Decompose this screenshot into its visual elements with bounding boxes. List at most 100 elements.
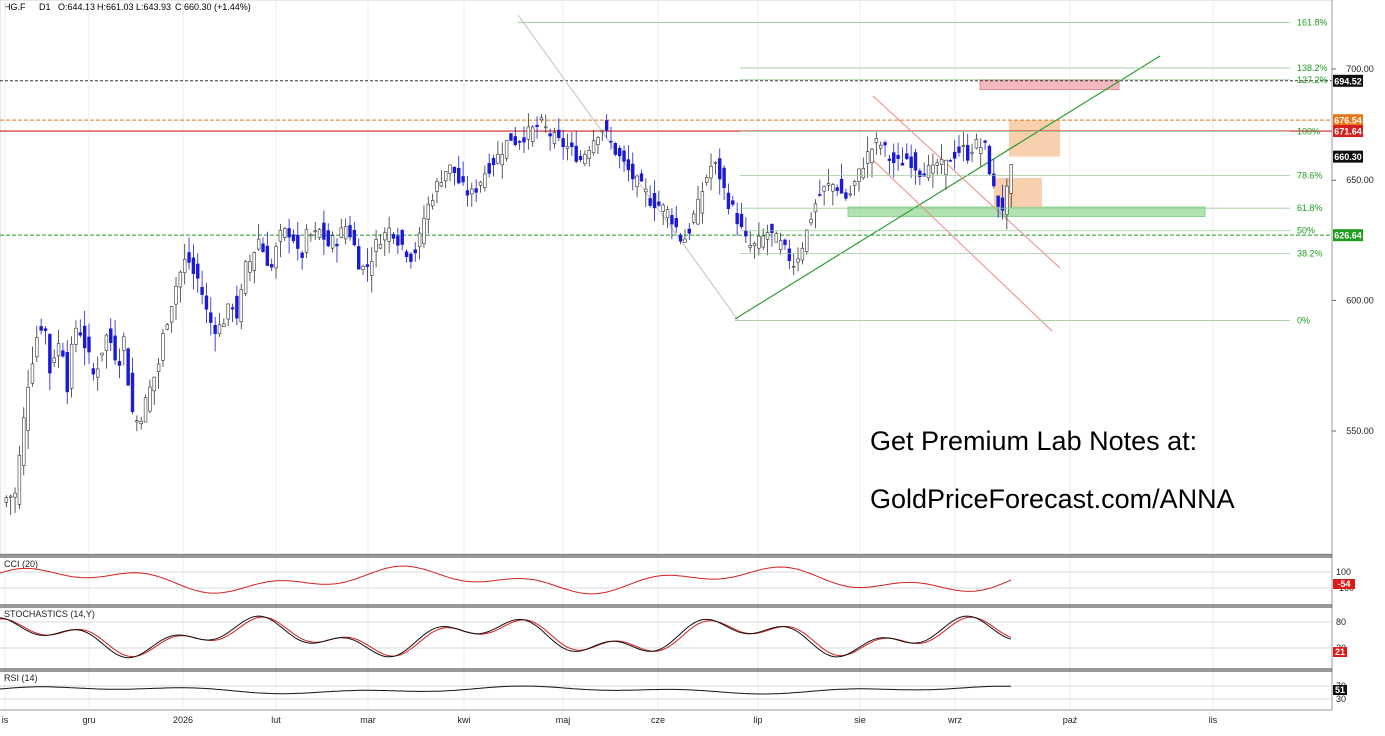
candle-body (839, 178, 844, 194)
candle-body (100, 352, 104, 356)
candle-body (352, 229, 357, 246)
candle-body (56, 343, 61, 357)
candle-body (574, 145, 578, 162)
rsi-tick-label: 30 (1336, 694, 1346, 704)
candle-body (230, 307, 235, 310)
candle-body (109, 328, 113, 343)
rsi-badge (1333, 685, 1347, 695)
fib-level-label: 78.6% (1297, 171, 1323, 181)
x-tick-label: cze (651, 715, 665, 725)
fib-level-label: 50% (1297, 226, 1315, 236)
candle-body (417, 232, 422, 248)
price-badge-label: 694.52 (1334, 76, 1362, 86)
stoch-title: STOCHASTICS (14,Y) (4, 609, 95, 619)
candle-body (622, 150, 626, 162)
x-tick-label: gru (82, 715, 95, 725)
candle-body (944, 159, 948, 175)
candle-body (570, 142, 574, 148)
price-badge (1333, 114, 1363, 127)
candle-body (617, 147, 622, 157)
candle-body (409, 253, 413, 262)
candle-body (735, 212, 739, 225)
uptrend-line (734, 55, 1161, 320)
candle-body (561, 138, 565, 148)
candle-body (892, 152, 896, 164)
candle-body (465, 190, 470, 196)
candle-body (274, 246, 278, 269)
rsi-badge-label: 51 (1335, 685, 1345, 695)
candle-body (361, 265, 365, 270)
candle-body (252, 252, 256, 271)
candle-body (474, 188, 478, 193)
price-badge-label: 676.54 (1334, 116, 1362, 126)
candle-body (818, 194, 822, 196)
fib-level-label: 100% (1297, 126, 1320, 136)
candle-body (878, 144, 883, 149)
candle-body (631, 163, 635, 180)
candle-body (261, 243, 265, 253)
candle-body (435, 181, 439, 192)
change-value: (+1.44%) (214, 2, 251, 12)
x-tick-label: paź (1063, 715, 1078, 725)
candle-body (478, 181, 483, 186)
price-badge-label: 660.30 (1334, 152, 1362, 162)
candle-body (196, 263, 200, 279)
candle-body (487, 163, 491, 174)
stoch-badge (1333, 647, 1347, 657)
candle-body (844, 192, 848, 199)
candle-body (587, 150, 591, 159)
candle-body (522, 137, 526, 143)
ohlc-header: HG.F D1 O:644.13 H:661.03 L:643.93 C:660… (4, 2, 251, 12)
candle-body (378, 244, 383, 249)
candle-body (452, 166, 457, 174)
candle-body (9, 495, 13, 498)
candle-body (222, 323, 226, 327)
candle-body (117, 361, 122, 366)
candle-body (143, 397, 148, 423)
candle-body (248, 261, 252, 273)
candle-body (822, 186, 826, 192)
candle-body (365, 264, 370, 267)
price-axis: 550.00 600.00 650.00 700.00 694.52 676.54671.… (1331, 0, 1374, 710)
rsi-line (0, 685, 1011, 695)
candle-body (139, 420, 143, 425)
time-axis: is gru 2026 lut mar kwi maj cze lip sie wrz paź lis (0, 709, 1332, 725)
cci-badge (1333, 579, 1355, 589)
candle-body (183, 258, 187, 273)
candle-body (896, 155, 900, 159)
candle-body (396, 235, 400, 246)
candle-body (356, 246, 361, 270)
candle-body (256, 238, 261, 250)
candle-body (765, 232, 770, 240)
candle-body (683, 238, 687, 243)
candle-body (287, 228, 291, 238)
candle-body (965, 145, 970, 161)
candle-body (987, 145, 992, 175)
candle-body (383, 232, 387, 241)
candle-body (178, 271, 183, 288)
candle-body (391, 233, 396, 239)
candle-body (744, 230, 748, 237)
candle-body (39, 326, 43, 331)
candle-body (974, 139, 979, 149)
candle-body (1009, 164, 1013, 194)
candle-body (635, 175, 639, 188)
candle-body (931, 164, 935, 174)
candle-body (852, 181, 857, 186)
candle-body (52, 357, 56, 364)
candle-body (530, 126, 535, 142)
candle-body (535, 124, 539, 127)
candle-body (200, 287, 204, 295)
candle-body (774, 233, 779, 243)
fib-level-label: 38.2% (1297, 249, 1323, 259)
candle-body (861, 168, 866, 179)
candle-body (156, 363, 161, 373)
candle-body (404, 251, 409, 258)
candle-body (43, 328, 48, 331)
x-tick-label: lut (271, 715, 281, 725)
cci-line (0, 565, 1012, 595)
candle-body (674, 218, 678, 228)
candle-body (204, 295, 209, 310)
